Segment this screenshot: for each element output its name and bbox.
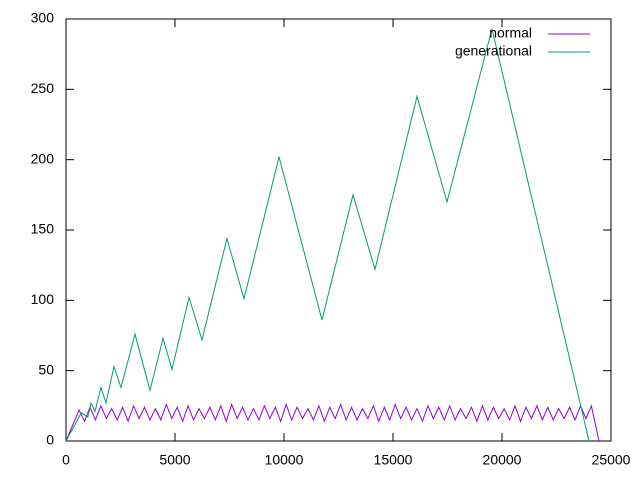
x-tick-label: 25000	[592, 452, 631, 468]
plot-border	[65, 18, 612, 442]
legend-label: generational	[455, 43, 532, 59]
y-tick-label: 150	[31, 221, 55, 237]
x-tick-label: 0	[62, 452, 70, 468]
series-line	[65, 402, 600, 442]
x-tick-label: 15000	[374, 452, 413, 468]
series-line	[65, 28, 590, 442]
y-tick-label: 250	[31, 80, 55, 96]
y-tick-label: 200	[31, 150, 55, 166]
x-tick-label: 5000	[159, 452, 190, 468]
y-tick-label: 100	[31, 291, 55, 307]
x-tick-label: 20000	[483, 452, 522, 468]
x-tick-label: 10000	[265, 452, 304, 468]
legend-label: normal	[489, 25, 532, 41]
y-tick-label: 50	[38, 361, 54, 377]
y-tick-label: 0	[46, 432, 54, 448]
y-tick-label: 300	[31, 10, 55, 26]
